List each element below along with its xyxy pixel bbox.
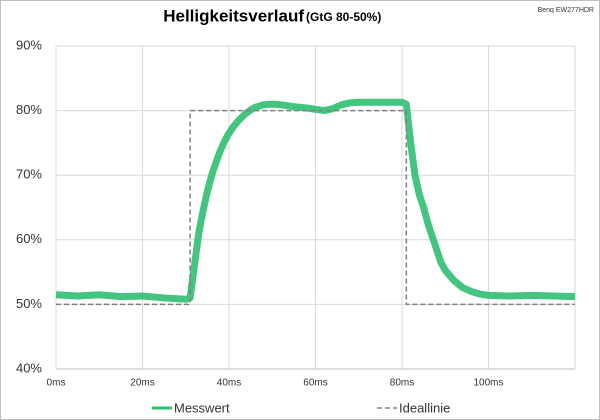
series-line bbox=[55, 98, 576, 303]
x-tick-label: 100ms bbox=[473, 378, 503, 389]
x-tick-label: 80ms bbox=[390, 378, 414, 389]
series-line bbox=[56, 109, 575, 306]
y-tick-label: 40% bbox=[16, 360, 42, 375]
legend-label: Messwert bbox=[174, 400, 230, 415]
annotation: Benq EW277HDR bbox=[538, 7, 594, 14]
y-tick-label: 90% bbox=[16, 37, 42, 52]
y-tick-label: 50% bbox=[16, 296, 42, 311]
y-tick-label: 70% bbox=[16, 167, 42, 182]
x-tick-label: 20ms bbox=[130, 378, 154, 389]
y-tick-label: 60% bbox=[16, 231, 42, 246]
chart-subtitle: (GtG 80-50%) bbox=[306, 10, 381, 24]
chart-title: Helligkeitsverlauf bbox=[163, 6, 304, 25]
legend-label: Ideallinie bbox=[399, 400, 450, 415]
x-tick-label: 60ms bbox=[303, 378, 327, 389]
y-tick-label: 80% bbox=[16, 102, 42, 117]
x-tick-label: 40ms bbox=[217, 378, 241, 389]
x-tick-label: 0ms bbox=[47, 378, 66, 389]
